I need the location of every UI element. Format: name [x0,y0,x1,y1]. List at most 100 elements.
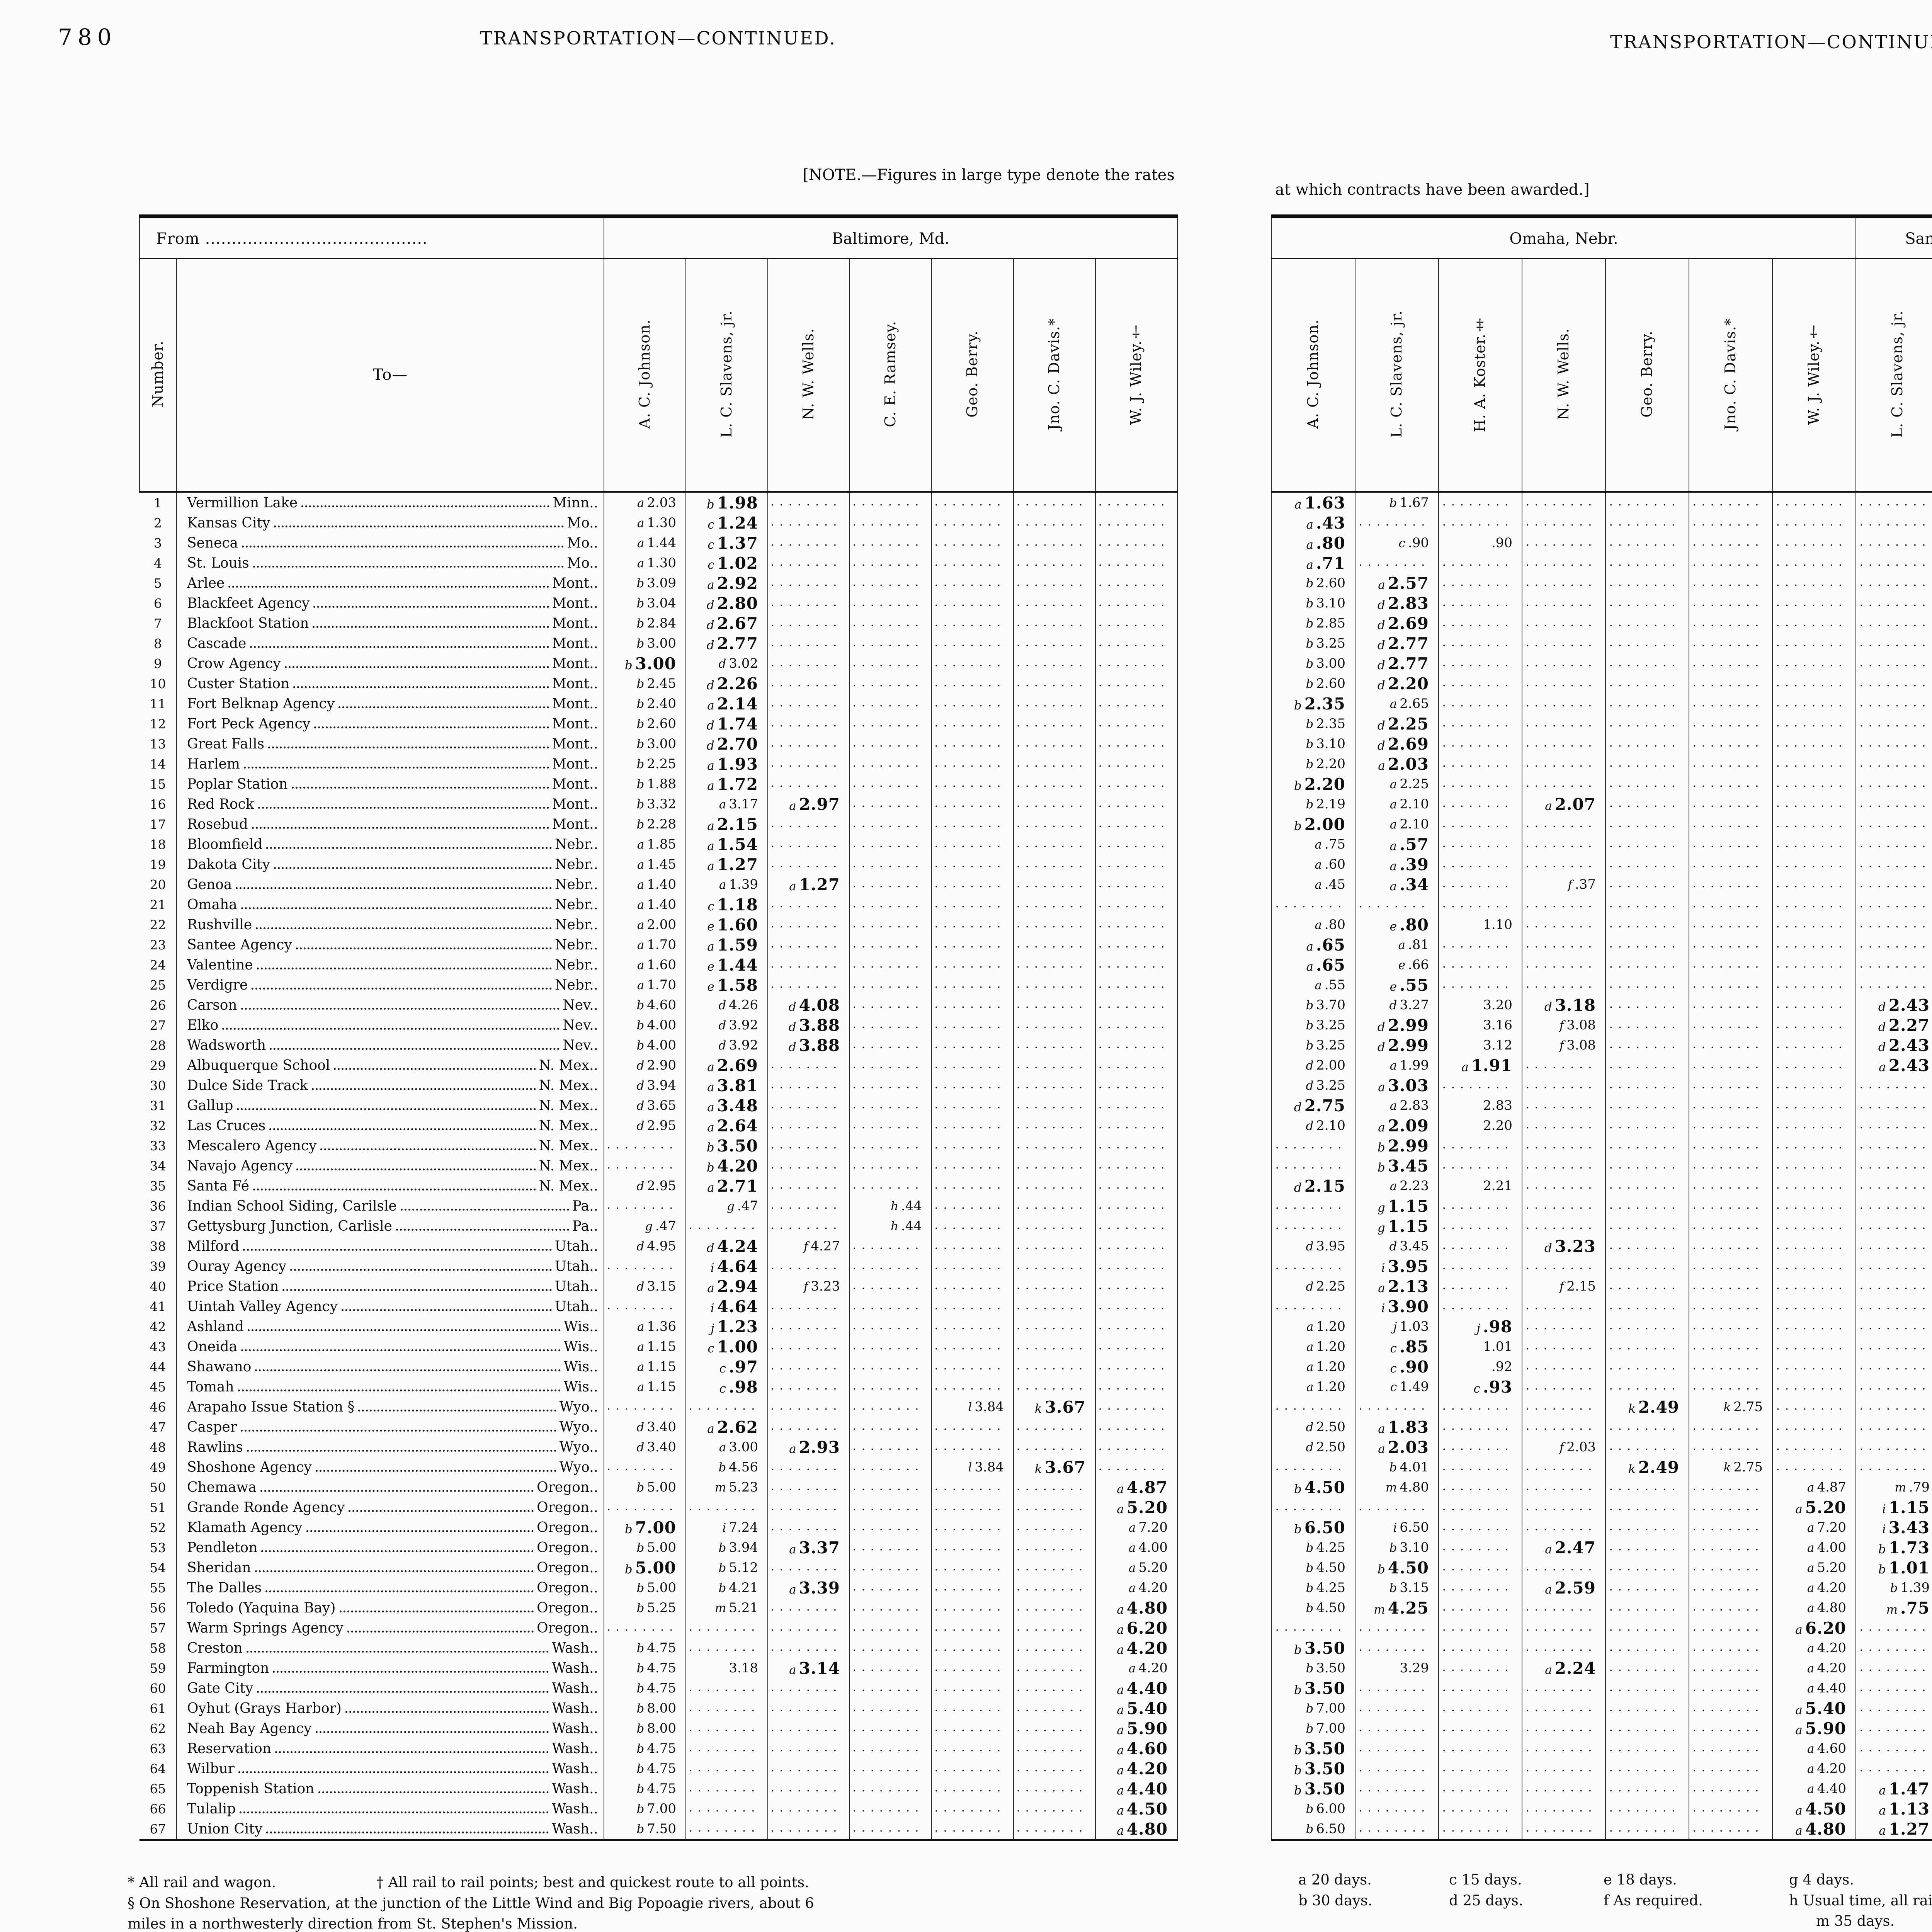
dot-leader [250,646,549,648]
destination-name: Warm Springs Agency [187,1620,344,1636]
time-class-letter: a [1879,1783,1886,1798]
rate-cell [1772,1095,1857,1116]
rate-cell: h .44 [849,1196,932,1216]
rate-cell [1438,814,1522,834]
rates-table-omaha-sf-genoa: Omaha, Nebr. San Francisco, Cal. Genoa, … [1271,214,1932,1841]
rate-cell [849,613,932,633]
rate-cell [767,834,850,854]
rate-cell [1355,1718,1439,1738]
destination-name: Shoshone Agency [187,1459,312,1475]
dot-leader [241,1349,561,1351]
awarded-rate-value: .39 [1399,855,1429,874]
table-row: 31 Gallup N. Mex.. d 3.65 a 3.48 [139,1095,1178,1116]
time-class-letter: b [1389,496,1397,510]
rate-cell [1013,995,1096,1015]
rate-cell [1438,513,1522,533]
table-row: 6 Blackfeet Agency Mont.. b 3.04 d 2.80 [139,593,1178,613]
destination-state: Mont.. [552,615,598,631]
rate-cell [1855,1457,1932,1477]
awarded-rate-value: 3.50 [1304,1638,1345,1658]
rate-value: 3.25 [1316,1037,1345,1053]
time-class-letter: b [1306,577,1314,590]
rate-cell: b 5.00 [604,1477,686,1497]
rate-cell: d 2.69 [1355,734,1439,754]
time-class-letter: b [636,1541,645,1555]
rate-cell [1855,1618,1932,1638]
time-class-letter: b [636,1762,645,1776]
rate-cell [1438,955,1522,975]
rate-cell: f 3.23 [767,1276,850,1296]
rate-cell [1605,1638,1689,1658]
rate-value: 1.67 [1400,495,1429,510]
destination-state: Minn.. [553,495,598,511]
rate-cell [931,754,1014,774]
rate-value: 3.70 [1316,997,1345,1013]
rate-cell: b 4.50 [1355,1558,1439,1578]
dot-leader [339,1610,534,1612]
time-class-letter: a [637,898,645,912]
rate-cell [931,1417,1014,1437]
row-number: 45 [139,1377,177,1397]
time-class-letter: b [1294,1522,1302,1536]
rate-cell: m 4.80 [1355,1477,1439,1497]
rate-cell [1689,1417,1773,1437]
rate-cell [1772,895,1857,915]
destination-cell: Grande Ronde Agency Oregon.. [176,1497,604,1517]
time-class-letter: e [707,980,714,994]
rate-value: 5.00 [647,1580,676,1595]
rate-value: 2.60 [1316,676,1345,691]
table-row: 43 Oneida Wis.. a 1.15 c 1.00 [139,1337,1178,1357]
time-class-letter: b [636,1019,645,1032]
rate-cell [1772,1216,1857,1236]
rate-cell [767,854,850,874]
rate-cell [1013,774,1096,794]
rate-cell: b 3.50 [1271,1779,1355,1799]
time-class-letter: b [636,637,645,651]
row-number: 33 [139,1136,177,1156]
time-class-letter: a [1128,1561,1136,1575]
time-class-letter: b [636,1682,645,1696]
rate-cell [849,1296,932,1316]
time-class-letter: d [706,1241,714,1255]
rate-cell [849,1779,932,1799]
dot-leader [240,1811,549,1813]
destination-cell: Pendleton Oregon.. [176,1537,604,1558]
destination-state: Oregon.. [537,1499,598,1515]
dot-leader [236,887,552,889]
destination-name: Santee Agency [187,937,292,953]
rate-cell [1438,734,1522,754]
row-number: 29 [139,1055,177,1075]
rate-cell: d 3.65 [604,1095,686,1116]
rate-cell [1605,1537,1689,1558]
rate-cell: b 3.04 [604,593,686,613]
rate-value: 2.00 [1316,1058,1345,1073]
table-row: 12 Fort Peck Agency Mont.. b 2.60 d 1.74 [139,714,1178,734]
time-class-letter: d [1306,1280,1314,1294]
rate-cell [1855,1095,1932,1116]
awarded-rate-value: 2.99 [1388,1136,1429,1155]
dot-leader [334,1068,536,1070]
rate-cell [1095,1136,1178,1156]
rate-cell [1689,955,1773,975]
rate-cell [1689,754,1773,774]
awarded-rate-value: 5.90 [1126,1719,1168,1738]
rate-cell [849,553,932,573]
rate-cell: a 1.20 [1271,1377,1355,1397]
contractor-name: W. J. Wiley.† [1128,323,1145,425]
rate-cell: a .34 [1355,874,1439,895]
table-row: 9 Crow Agency Mont.. b 3.00 d 3.02 [139,653,1178,673]
awarded-rate-value: 1.73 [1888,1538,1930,1557]
rate-cell [1605,673,1689,694]
awarded-rate-value: 1.98 [717,493,758,512]
rate-cell [931,1116,1014,1136]
rate-cell [849,1256,932,1276]
time-class-letter: d [1878,1000,1886,1014]
awarded-rate-value: 2.20 [1388,674,1429,693]
table-row: a.80c.90.90c1.063 [1271,533,1932,553]
time-class-letter: b [636,1641,645,1655]
rate-cell [849,492,932,513]
